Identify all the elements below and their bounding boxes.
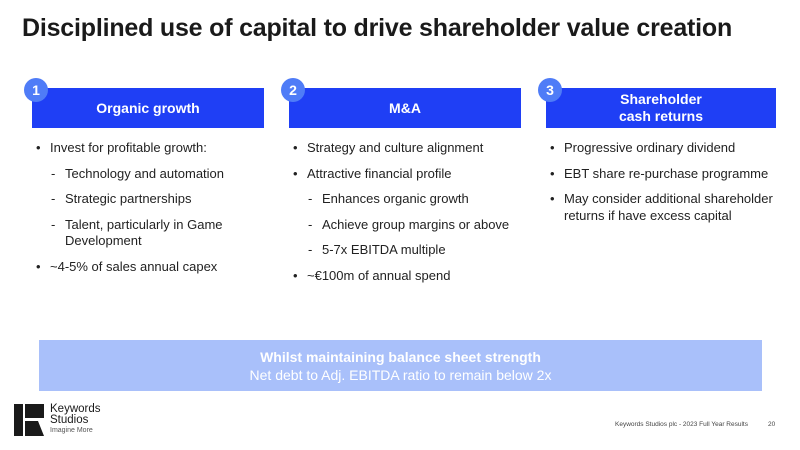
list-subitem: Talent, particularly in Game Development	[34, 217, 264, 250]
list-item: Strategy and culture alignment	[291, 140, 521, 157]
banner-subtext: Net debt to Adj. EBITDA ratio to remain …	[249, 366, 552, 383]
logo-name-line2: Studios	[50, 414, 89, 426]
list-item: Attractive financial profile	[291, 166, 521, 183]
column-header: M&A	[289, 88, 521, 128]
logo-name-line1: Keywords	[50, 403, 101, 415]
bullet-list: Invest for profitable growth: Technology…	[34, 140, 264, 284]
list-subitem: Achieve group margins or above	[291, 217, 521, 234]
bullet-list: Progressive ordinary dividend EBT share …	[548, 140, 776, 233]
bullet-list: Strategy and culture alignment Attractiv…	[291, 140, 521, 293]
step-number-badge: 2	[281, 78, 305, 102]
list-subitem: Enhances organic growth	[291, 191, 521, 208]
step-number-badge: 1	[24, 78, 48, 102]
list-item: ~€100m of annual spend	[291, 268, 521, 285]
list-subitem: 5-7x EBITDA multiple	[291, 242, 521, 259]
list-subitem: Strategic partnerships	[34, 191, 264, 208]
footer-text: Keywords Studios plc - 2023 Full Year Re…	[615, 421, 748, 428]
balance-sheet-banner: Whilst maintaining balance sheet strengt…	[39, 340, 762, 391]
banner-heading: Whilst maintaining balance sheet strengt…	[260, 348, 541, 365]
page-number: 20	[768, 421, 776, 428]
logo-wordmark: Keywords Studios Imagine More	[50, 403, 101, 436]
column-header: Organic growth	[32, 88, 264, 128]
column-header-line2: cash returns	[618, 108, 704, 124]
list-subitem: Technology and automation	[34, 166, 264, 183]
column-header-line1: Organic growth	[96, 99, 200, 116]
column-header-line1: Shareholder	[620, 91, 702, 107]
logo-tagline: Imagine More	[50, 427, 93, 434]
list-item: ~4-5% of sales annual capex	[34, 259, 264, 276]
list-item: EBT share re-purchase programme	[548, 166, 776, 183]
list-item: Progressive ordinary dividend	[548, 140, 776, 157]
slide-title: Disciplined use of capital to drive shar…	[22, 14, 733, 42]
column-header: Shareholder cash returns	[546, 88, 776, 128]
step-number-badge: 3	[538, 78, 562, 102]
keywords-k-logo-icon	[14, 404, 44, 436]
list-item: Invest for profitable growth:	[34, 140, 264, 157]
column-header-line1: M&A	[389, 99, 421, 116]
list-item: May consider additional shareholder retu…	[548, 191, 776, 224]
